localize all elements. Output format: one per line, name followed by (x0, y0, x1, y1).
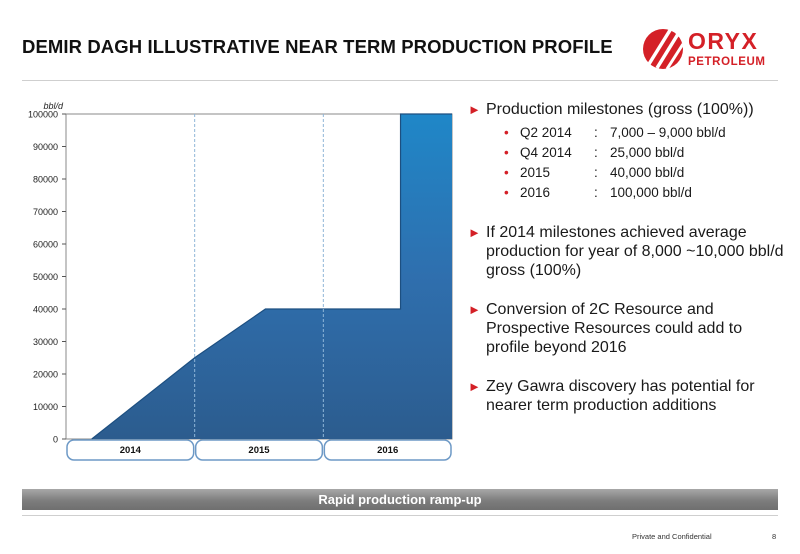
milestone-item: • 2015:40,000 bbl/d (504, 163, 790, 183)
oryx-petroleum-logo: ORYX PETROLEUM (643, 26, 766, 70)
bullet-text: Zey Gawra discovery has potential for ne… (486, 378, 755, 414)
y-tick-label: 10000 (33, 402, 58, 412)
logo-text-petroleum: PETROLEUM (688, 56, 766, 68)
production-area (91, 114, 452, 439)
bullet-zey-gawra: ► Zey Gawra discovery has potential for … (468, 377, 790, 415)
bullet-list: ► Production milestones (gross (100%)) •… (468, 100, 790, 415)
milestone-item: • 2016:100,000 bbl/d (504, 183, 790, 203)
y-tick-label: 20000 (33, 370, 58, 380)
bullet-dot-icon: • (504, 165, 509, 180)
bullet-text: Production milestones (gross (100%)) (486, 101, 754, 118)
y-tick-label: 50000 (33, 272, 58, 282)
bullet-arrow-icon: ► (468, 102, 481, 117)
header-divider (22, 80, 778, 81)
footer-divider (22, 515, 778, 516)
y-axis-label: bbl/d (43, 101, 64, 111)
y-tick-label: 80000 (33, 175, 58, 185)
y-tick-label: 100000 (28, 110, 58, 120)
ramp-up-banner: Rapid production ramp-up (22, 489, 778, 510)
y-tick-label: 70000 (33, 207, 58, 217)
y-tick-label: 90000 (33, 142, 58, 152)
bullet-arrow-icon: ► (468, 225, 481, 240)
logo-text-oryx: ORYX (688, 28, 758, 54)
confidential-footer: Private and Confidential (632, 532, 712, 541)
x-category-box (66, 439, 195, 461)
x-tick-label: 2016 (377, 445, 398, 456)
x-category-box (194, 439, 324, 461)
logo-mark-icon (643, 26, 685, 70)
y-tick-label: 40000 (33, 305, 58, 315)
bullet-dot-icon: • (504, 185, 509, 200)
bullet-arrow-icon: ► (468, 302, 481, 317)
production-profile-chart: 0 10000 20000 30000 40000 50000 60000 70000 8000… (28, 101, 453, 461)
bullet-production-milestones: ► Production milestones (gross (100%)) •… (468, 100, 790, 203)
x-tick-label: 2014 (120, 445, 142, 456)
slide-title: DEMIR DAGH ILLUSTRATIVE NEAR TERM PRODUC… (22, 36, 613, 57)
bullet-arrow-icon: ► (468, 379, 481, 394)
x-tick-label: 2015 (248, 445, 270, 456)
y-tick-label: 0 (53, 435, 58, 445)
bullet-average-production: ► If 2014 milestones achieved average pr… (468, 223, 790, 280)
x-category-box (323, 439, 452, 461)
milestone-list: • Q2 2014:7,000 – 9,000 bbl/d • Q4 2014:25… (486, 123, 790, 203)
milestone-item: • Q2 2014:7,000 – 9,000 bbl/d (504, 123, 790, 143)
bullet-text: Conversion of 2C Resource and Prospectiv… (486, 301, 743, 356)
y-tick-label: 60000 (33, 240, 58, 250)
bullet-resource-conversion: ► Conversion of 2C Resource and Prospect… (468, 300, 790, 357)
bullet-dot-icon: • (504, 125, 509, 140)
page-number: 8 (772, 532, 777, 541)
y-tick-label: 30000 (33, 337, 58, 347)
milestone-item: • Q4 2014:25,000 bbl/d (504, 143, 790, 163)
bullet-dot-icon: • (504, 145, 509, 160)
bullet-text: If 2014 milestones achieved average prod… (486, 224, 784, 279)
